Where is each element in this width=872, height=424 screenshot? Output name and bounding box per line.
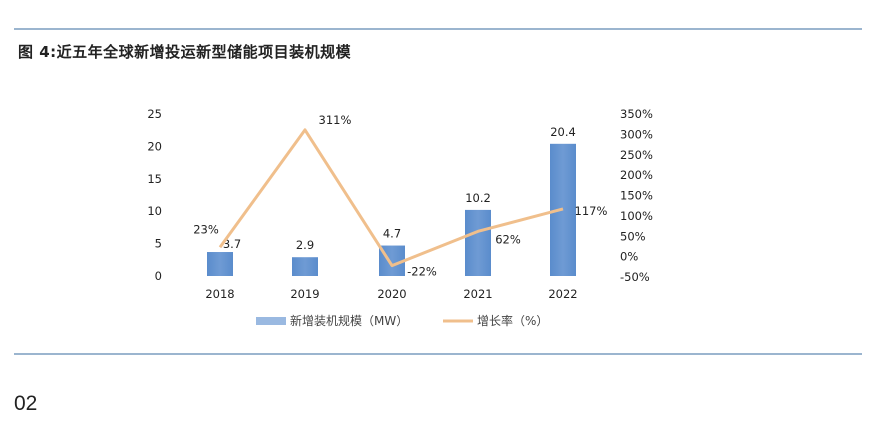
left-tick-label: 20 xyxy=(147,139,162,153)
bar xyxy=(207,252,233,276)
bar-value-label: 20.4 xyxy=(550,125,576,139)
line-value-label: -22% xyxy=(407,265,437,279)
left-tick-label: 0 xyxy=(155,269,162,283)
growth-rate-line xyxy=(218,128,564,268)
left-tick-label: 25 xyxy=(147,107,162,121)
line-series: 23% 311% -22% 62% 117% xyxy=(193,113,607,279)
right-tick-label: 100% xyxy=(620,209,653,223)
left-tick-label: 5 xyxy=(155,237,162,251)
right-tick-label: 250% xyxy=(620,148,653,162)
legend: 新增装机规模（MW） 增长率（%） xyxy=(256,313,548,328)
bar xyxy=(292,257,318,276)
line-value-label: 311% xyxy=(319,113,352,127)
bottom-rule xyxy=(14,353,862,355)
right-tick-label: 50% xyxy=(620,229,646,243)
x-tick-label: 2020 xyxy=(377,287,406,301)
line-value-label: 62% xyxy=(495,232,521,246)
x-tick-label: 2022 xyxy=(548,287,577,301)
right-tick-label: 350% xyxy=(620,107,653,121)
legend-swatch-bar xyxy=(256,317,286,325)
line-value-label: 117% xyxy=(575,204,608,218)
x-axis: 2018 2019 2020 2021 2022 xyxy=(205,287,577,301)
page-number: 02 xyxy=(14,392,38,415)
legend-label-bar: 新增装机规模（MW） xyxy=(290,313,408,328)
right-tick-label: 150% xyxy=(620,189,653,203)
bar-value-label: 3.7 xyxy=(223,237,241,251)
right-tick-label: -50% xyxy=(620,270,650,284)
line-value-label: 23% xyxy=(193,222,219,236)
bar-value-label: 2.9 xyxy=(296,238,314,252)
right-tick-label: 200% xyxy=(620,168,653,182)
bar-value-label: 4.7 xyxy=(383,227,401,241)
bar-value-label: 10.2 xyxy=(465,191,491,205)
bar xyxy=(465,209,491,276)
x-tick-label: 2019 xyxy=(290,287,319,301)
x-tick-label: 2018 xyxy=(205,287,234,301)
right-axis: -50% 0% 50% 100% 150% 200% 250% 300% 350% xyxy=(620,107,653,284)
right-tick-label: 0% xyxy=(620,250,638,264)
figure-title: 图 4:近五年全球新增投运新型储能项目装机规模 xyxy=(18,43,352,61)
left-tick-label: 10 xyxy=(147,204,162,218)
x-tick-label: 2021 xyxy=(463,287,492,301)
legend-label-line: 增长率（%） xyxy=(477,313,548,328)
top-rule xyxy=(14,28,862,30)
left-tick-label: 15 xyxy=(147,172,162,186)
right-tick-label: 300% xyxy=(620,127,653,141)
left-axis: 0 5 10 15 20 25 xyxy=(147,107,162,283)
bar-series: 3.7 2.9 4.7 10.2 20.4 xyxy=(207,125,576,276)
